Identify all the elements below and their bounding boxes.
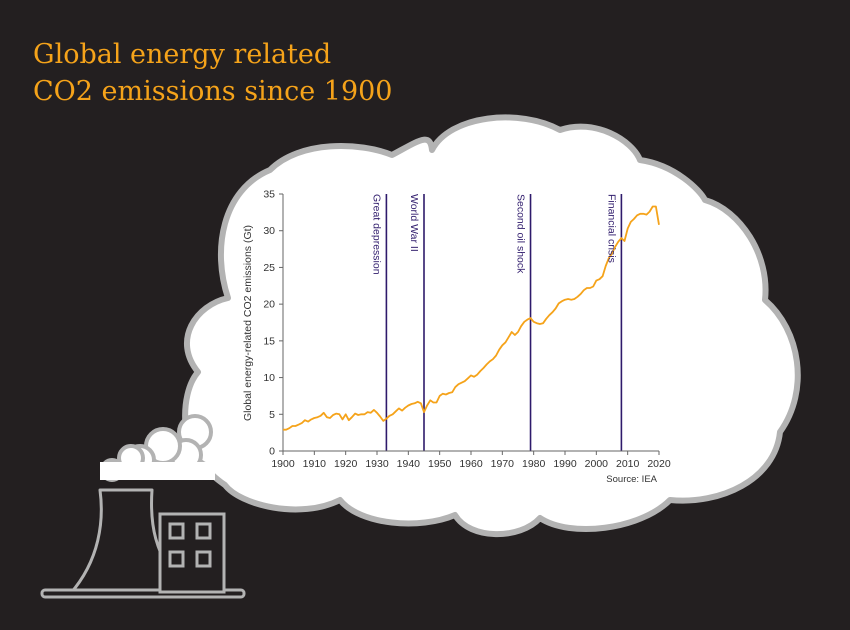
title-line-1: Global energy related [33, 39, 332, 70]
factory-building-icon [158, 512, 226, 594]
x-tick-label: 1930 [365, 458, 389, 470]
event-label: Second oil shock [515, 194, 527, 274]
y-tick-label: 20 [263, 299, 275, 311]
y-tick-label: 15 [263, 335, 275, 347]
x-ticks: 1900 1910 1920 1930 1940 1950 1960 1970 1980 1990… [271, 451, 671, 470]
x-tick-label: 1980 [522, 458, 546, 470]
x-tick-label: 1990 [553, 458, 577, 470]
x-tick-label: 2020 [647, 458, 671, 470]
x-tick-label: 1960 [459, 458, 483, 470]
steam-cloud-icon [100, 414, 215, 482]
event-label: Great depression [370, 194, 382, 275]
event-lines [385, 194, 623, 451]
event-label: Financial crisis [605, 194, 617, 263]
y-tick-label: 30 [263, 225, 275, 237]
x-tick-label: 2010 [616, 458, 640, 470]
x-tick-label: 2000 [585, 458, 609, 470]
source-note: Source: IEA [606, 474, 657, 485]
y-tick-label: 10 [263, 372, 275, 384]
y-tick-label: 25 [263, 262, 275, 274]
page-title: Global energy related CO2 emissions sinc… [33, 36, 392, 110]
x-tick-label: 1940 [397, 458, 421, 470]
y-tick-label: 5 [269, 409, 275, 421]
event-label: World War II [408, 194, 420, 252]
y-axis-label: Global energy-related CO2 emissions (Gt) [242, 225, 254, 421]
x-tick-label: 1950 [428, 458, 452, 470]
emissions-series-line [283, 205, 660, 431]
event-labels: Great depression World War II Second oil s… [370, 194, 617, 275]
title-line-2: CO2 emissions since 1900 [33, 76, 393, 107]
x-tick-label: 1900 [271, 458, 295, 470]
y-tick-label: 35 [263, 189, 275, 201]
y-ticks: 0 5 10 15 20 25 30 35 [263, 189, 283, 458]
y-tick-label: 0 [269, 446, 275, 458]
x-tick-label: 1920 [334, 458, 358, 470]
thought-cloud [182, 114, 801, 538]
x-tick-label: 1910 [303, 458, 327, 470]
x-tick-label: 1970 [491, 458, 515, 470]
